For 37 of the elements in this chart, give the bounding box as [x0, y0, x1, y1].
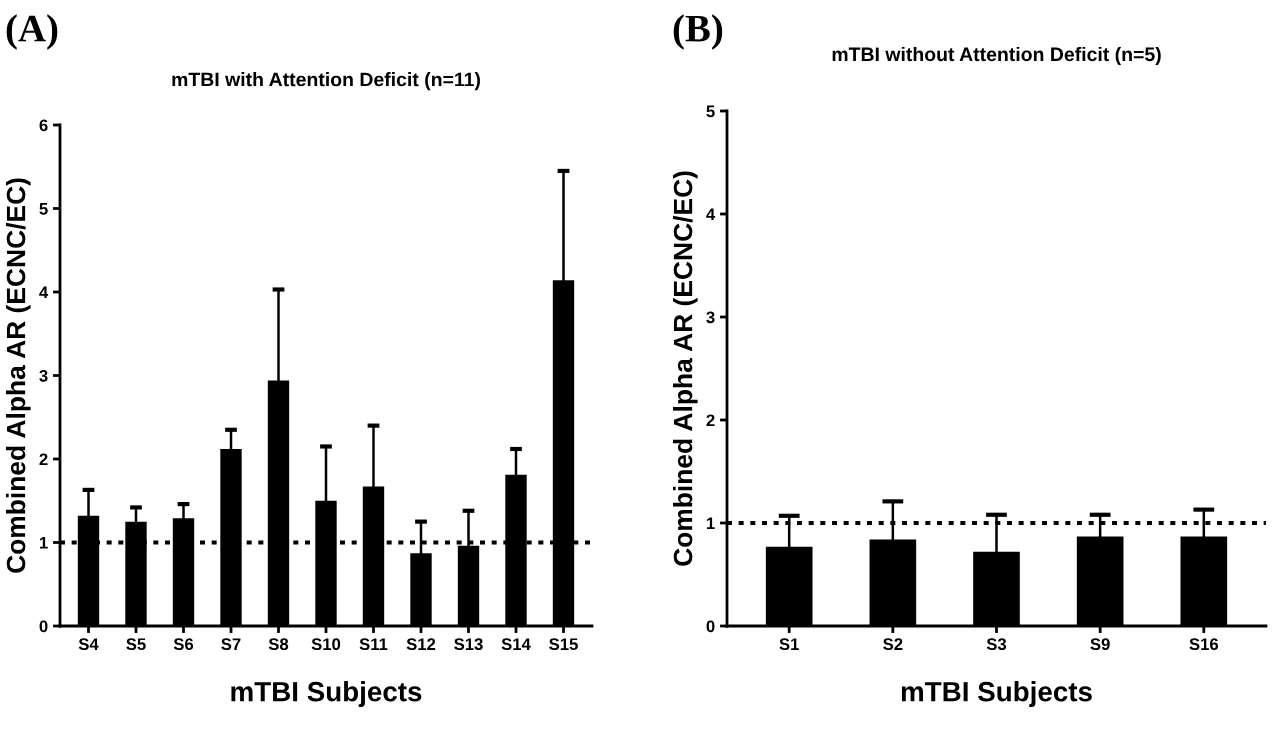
y-tick-label: 1 — [706, 517, 715, 530]
x-tick-label: S16 — [1189, 638, 1219, 651]
x-tick-label: S6 — [173, 638, 194, 651]
y-tick-label: 0 — [39, 620, 48, 633]
y-axis-title: Combined Alpha AR (ECNC/EC) — [672, 171, 698, 566]
y-tick-label: 0 — [706, 620, 715, 633]
chart-title: mTBI without Attention Deficit (n=5) — [832, 46, 1161, 66]
y-tick-label: 3 — [706, 311, 715, 324]
x-tick-label: S11 — [359, 638, 388, 651]
x-tick-label: S2 — [883, 638, 903, 651]
y-tick-label: 6 — [39, 119, 48, 132]
x-axis-title: mTBI Subjects — [901, 681, 1092, 708]
x-tick-label: S14 — [501, 638, 531, 651]
chart-title: mTBI with Attention Deficit (n=11) — [172, 72, 480, 91]
x-tick-label: S1 — [779, 638, 799, 651]
x-axis-title: mTBI Subjects — [231, 681, 422, 708]
y-tick-label: 2 — [39, 453, 48, 466]
x-tick-label: S10 — [311, 638, 341, 651]
y-tick-label: 4 — [39, 286, 49, 299]
x-tick-label: S12 — [406, 638, 436, 651]
y-tick-label: 5 — [706, 105, 715, 118]
y-tick-label: 1 — [39, 537, 48, 549]
text: (B) — [673, 14, 723, 50]
x-tick-label: S8 — [268, 638, 289, 651]
x-tick-label: S13 — [454, 638, 483, 651]
text: (A) — [6, 14, 58, 50]
y-axis-title: Combined Alpha AR (ECNC/EC) — [5, 178, 31, 573]
x-tick-label: S7 — [221, 638, 241, 651]
y-tick-label: 5 — [39, 203, 48, 215]
x-tick-label: S9 — [1090, 638, 1110, 651]
x-tick-label: S15 — [549, 638, 578, 651]
x-tick-label: S3 — [986, 638, 1007, 651]
x-tick-label: S5 — [126, 638, 146, 651]
y-tick-label: 4 — [706, 208, 716, 221]
x-tick-label: S4 — [78, 638, 99, 651]
y-tick-label: 3 — [39, 369, 48, 382]
y-tick-label: 2 — [706, 414, 715, 427]
